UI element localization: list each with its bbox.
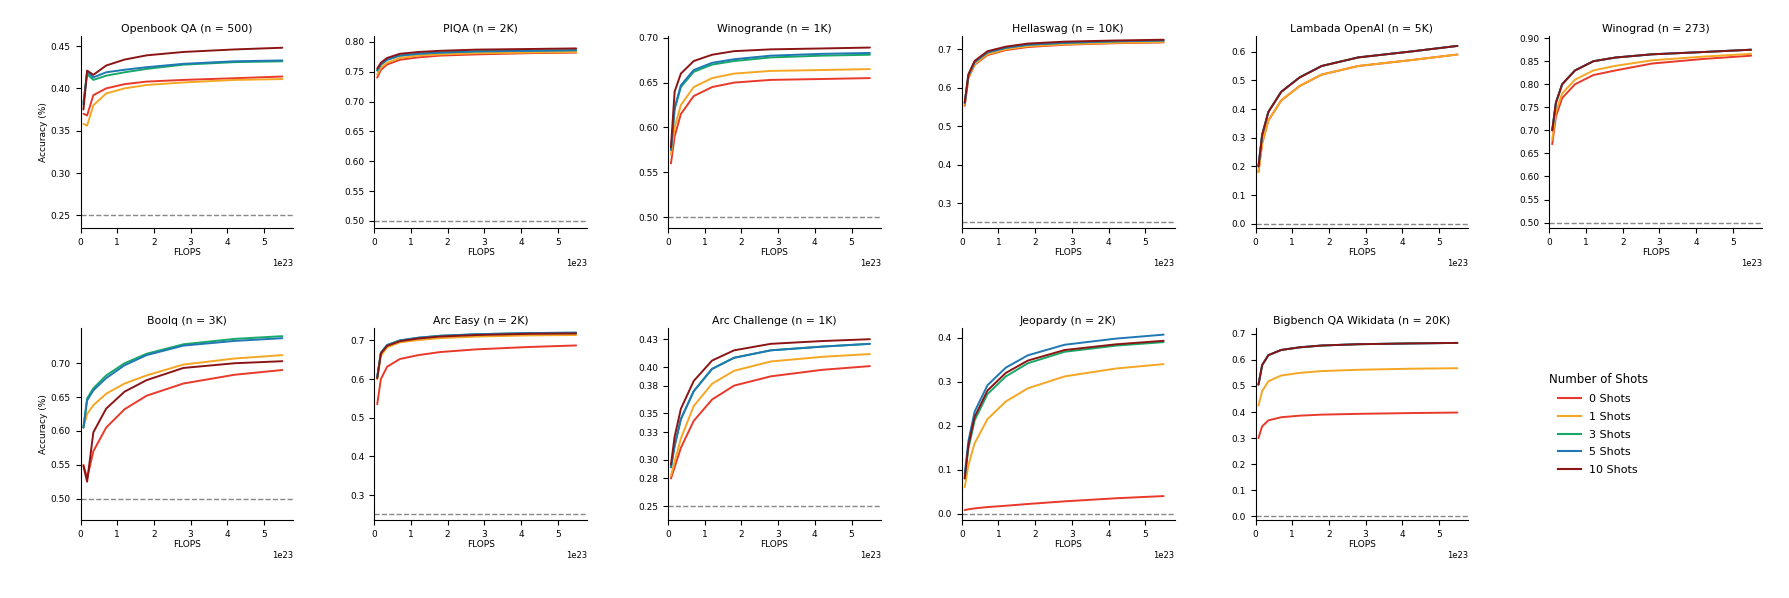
Title: Jeopardy (n = 2K): Jeopardy (n = 2K) bbox=[1020, 316, 1116, 326]
Title: Lambada OpenAI (n = 5K): Lambada OpenAI (n = 5K) bbox=[1290, 24, 1433, 33]
X-axis label: FLOPS: FLOPS bbox=[760, 248, 789, 257]
Title: Arc Challenge (n = 1K): Arc Challenge (n = 1K) bbox=[712, 316, 837, 326]
X-axis label: FLOPS: FLOPS bbox=[1349, 541, 1376, 550]
X-axis label: FLOPS: FLOPS bbox=[174, 248, 200, 257]
Y-axis label: Accuracy (%): Accuracy (%) bbox=[39, 102, 48, 162]
Title: Arc Easy (n = 2K): Arc Easy (n = 2K) bbox=[433, 316, 528, 326]
Text: 1e23: 1e23 bbox=[1447, 551, 1469, 560]
Title: PIQA (n = 2K): PIQA (n = 2K) bbox=[444, 24, 519, 33]
X-axis label: FLOPS: FLOPS bbox=[174, 541, 200, 550]
Text: 1e23: 1e23 bbox=[272, 551, 293, 560]
Text: 1e23: 1e23 bbox=[565, 551, 587, 560]
Title: Openbook QA (n = 500): Openbook QA (n = 500) bbox=[122, 24, 252, 33]
Text: 1e23: 1e23 bbox=[1741, 259, 1762, 268]
Text: 1e23: 1e23 bbox=[1154, 551, 1175, 560]
Text: 1e23: 1e23 bbox=[861, 259, 880, 268]
Title: Bigbench QA Wikidata (n = 20K): Bigbench QA Wikidata (n = 20K) bbox=[1274, 316, 1451, 326]
X-axis label: FLOPS: FLOPS bbox=[1349, 248, 1376, 257]
Text: 1e23: 1e23 bbox=[1154, 259, 1175, 268]
Title: Hellaswag (n = 10K): Hellaswag (n = 10K) bbox=[1013, 24, 1123, 33]
Y-axis label: Accuracy (%): Accuracy (%) bbox=[39, 394, 48, 454]
Title: Winograd (n = 273): Winograd (n = 273) bbox=[1601, 24, 1710, 33]
X-axis label: FLOPS: FLOPS bbox=[467, 248, 494, 257]
Text: 1e23: 1e23 bbox=[861, 551, 880, 560]
Text: 1e23: 1e23 bbox=[565, 259, 587, 268]
Legend: 0 Shots, 1 Shots, 3 Shots, 5 Shots, 10 Shots: 0 Shots, 1 Shots, 3 Shots, 5 Shots, 10 S… bbox=[1544, 369, 1653, 480]
Title: Winogrande (n = 1K): Winogrande (n = 1K) bbox=[717, 24, 832, 33]
X-axis label: FLOPS: FLOPS bbox=[467, 541, 494, 550]
X-axis label: FLOPS: FLOPS bbox=[1642, 248, 1669, 257]
X-axis label: FLOPS: FLOPS bbox=[1054, 248, 1082, 257]
Text: 1e23: 1e23 bbox=[1447, 259, 1469, 268]
Title: Boolq (n = 3K): Boolq (n = 3K) bbox=[147, 316, 227, 326]
X-axis label: FLOPS: FLOPS bbox=[760, 541, 789, 550]
X-axis label: FLOPS: FLOPS bbox=[1054, 541, 1082, 550]
Text: 1e23: 1e23 bbox=[272, 259, 293, 268]
